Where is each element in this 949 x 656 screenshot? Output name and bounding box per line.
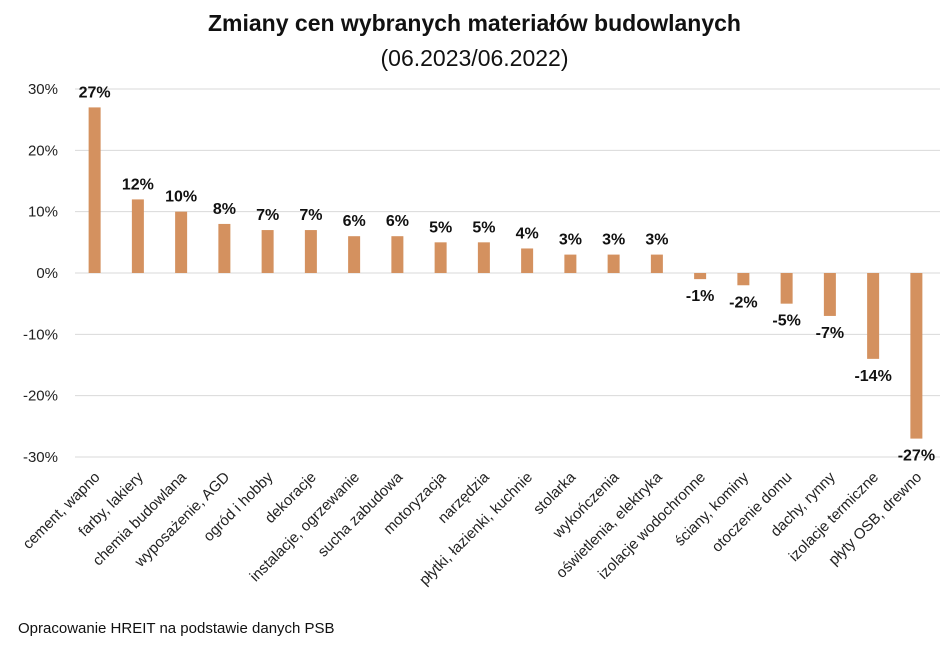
- data-label: 7%: [256, 207, 279, 224]
- data-label: 6%: [343, 213, 366, 230]
- data-label: -2%: [729, 294, 757, 311]
- y-tick-label: -20%: [23, 388, 58, 405]
- bar: [304, 230, 317, 273]
- data-label: 27%: [79, 84, 111, 101]
- data-label: -7%: [816, 325, 844, 342]
- bar: [737, 273, 750, 286]
- bar: [261, 230, 274, 273]
- y-tick-label: 30%: [28, 81, 58, 98]
- bar: [521, 248, 534, 273]
- bar: [434, 242, 447, 273]
- bar: [88, 107, 101, 274]
- bar: [564, 254, 577, 273]
- bar: [867, 273, 880, 359]
- y-tick-label: 10%: [28, 204, 58, 221]
- x-tick-label: ściany, kominy: [671, 468, 752, 549]
- data-label: 5%: [429, 219, 452, 236]
- bar: [391, 236, 404, 273]
- data-label: 3%: [645, 232, 668, 249]
- data-label: 5%: [472, 219, 495, 236]
- data-label: 8%: [213, 201, 236, 218]
- source-note: Opracowanie HREIT na podstawie danych PS…: [18, 620, 335, 637]
- bar: [694, 273, 707, 280]
- bar: [218, 223, 231, 273]
- data-label: -1%: [686, 288, 714, 305]
- data-label: 3%: [559, 232, 582, 249]
- data-label: 10%: [165, 189, 197, 206]
- y-tick-label: 0%: [36, 265, 58, 282]
- data-label: -5%: [772, 313, 800, 330]
- bar: [348, 236, 361, 273]
- bar: [780, 273, 793, 304]
- data-label: 3%: [602, 232, 625, 249]
- chart-title: Zmiany cen wybranych materiałów budowlan…: [208, 10, 741, 36]
- data-label: -14%: [854, 368, 891, 385]
- data-label: 7%: [299, 207, 322, 224]
- bar: [823, 273, 836, 316]
- data-label: -27%: [898, 448, 935, 465]
- y-tick-label: -30%: [23, 449, 58, 466]
- bar: [910, 273, 923, 439]
- bar: [607, 254, 620, 273]
- bar: [131, 199, 144, 273]
- data-label: 4%: [516, 225, 539, 242]
- x-tick-label: cement, wapno: [19, 469, 103, 553]
- bar: [650, 254, 663, 273]
- data-label: 12%: [122, 176, 154, 193]
- y-tick-label: -10%: [23, 326, 58, 343]
- y-tick-label: 20%: [28, 142, 58, 159]
- bar: [477, 242, 490, 273]
- data-label: 6%: [386, 213, 409, 230]
- chart-subtitle: (06.2023/06.2022): [380, 45, 569, 71]
- bar: [175, 211, 188, 273]
